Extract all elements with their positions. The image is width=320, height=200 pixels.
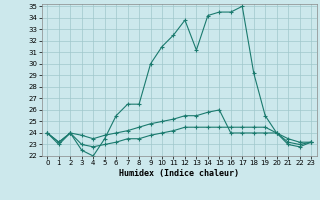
X-axis label: Humidex (Indice chaleur): Humidex (Indice chaleur): [119, 169, 239, 178]
